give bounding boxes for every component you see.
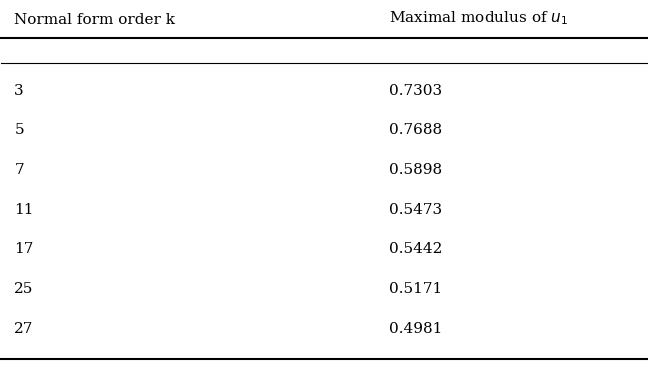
Text: 0.5473: 0.5473 [389, 202, 442, 216]
Text: 0.5898: 0.5898 [389, 163, 442, 177]
Text: 11: 11 [14, 202, 34, 216]
Text: 5: 5 [14, 123, 24, 137]
Text: 0.7303: 0.7303 [389, 84, 442, 98]
Text: 0.7688: 0.7688 [389, 123, 442, 137]
Text: 0.4981: 0.4981 [389, 322, 442, 336]
Text: Maximal modulus of $u_1$: Maximal modulus of $u_1$ [389, 9, 568, 27]
Text: Normal form order k: Normal form order k [14, 13, 176, 27]
Text: 27: 27 [14, 322, 34, 336]
Text: 0.5171: 0.5171 [389, 282, 442, 296]
Text: 17: 17 [14, 242, 34, 256]
Text: 0.5442: 0.5442 [389, 242, 442, 256]
Text: 25: 25 [14, 282, 34, 296]
Text: 3: 3 [14, 84, 24, 98]
Text: 7: 7 [14, 163, 24, 177]
